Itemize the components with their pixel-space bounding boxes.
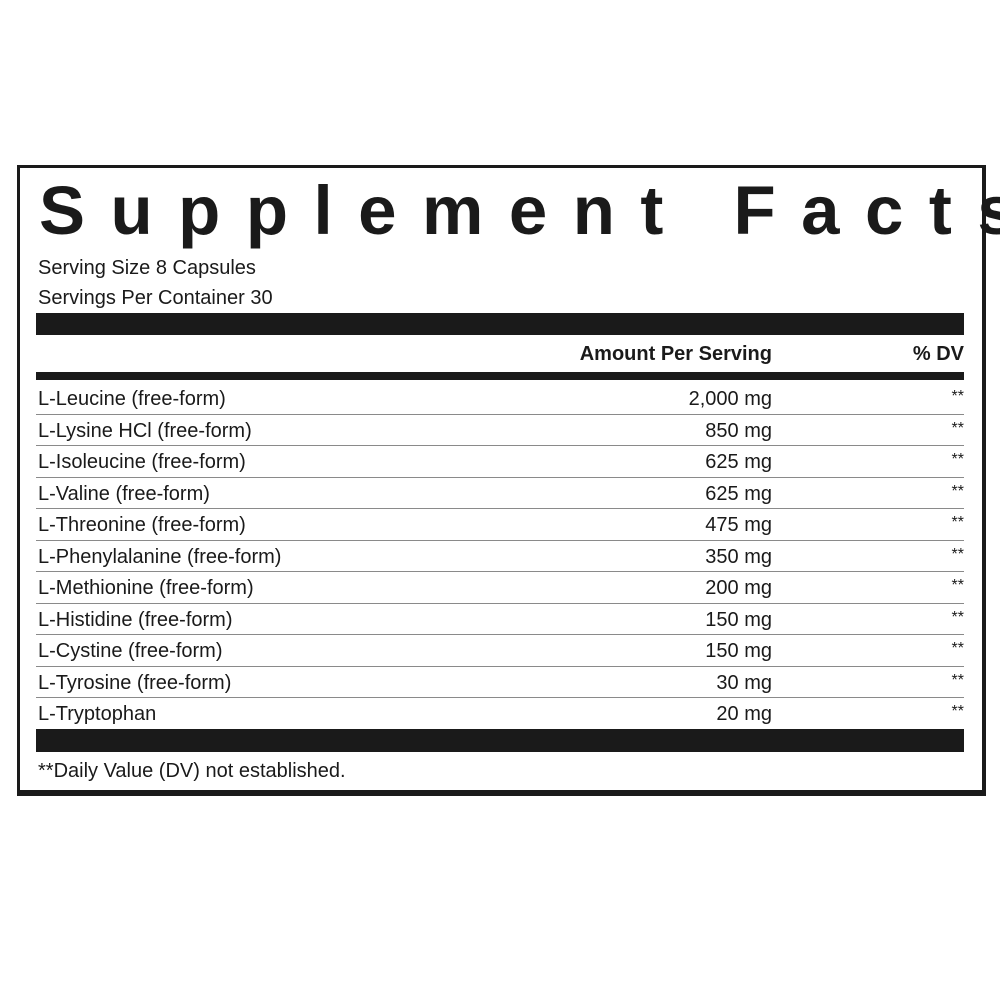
table-row: L-Isoleucine (free-form) 625 mg **: [36, 446, 964, 478]
nutrient-amount: 150 mg: [705, 640, 772, 662]
nutrient-amount: 20 mg: [716, 703, 772, 725]
nutrient-dv: **: [951, 419, 964, 437]
medium-divider: [36, 372, 964, 380]
nutrient-amount: 200 mg: [705, 577, 772, 599]
nutrient-dv: **: [951, 577, 964, 594]
nutrient-name: L-Cystine (free-form): [38, 640, 223, 662]
nutrient-dv: **: [951, 703, 964, 720]
supplement-facts-panel: Supplement Facts Serving Size 8 Capsules…: [17, 165, 1000, 796]
servings-per-container: Servings Per Container 30: [38, 287, 273, 309]
column-header: Amount Per Serving % DV: [36, 343, 964, 369]
nutrient-amount: 350 mg: [705, 545, 772, 568]
nutrient-name: L-Phenylalanine (free-form): [38, 545, 282, 568]
nutrient-dv: **: [951, 451, 964, 468]
nutrient-amount: 850 mg: [705, 419, 772, 442]
nutrient-name: L-Lysine HCl (free-form): [38, 419, 252, 442]
nutrient-name: L-Valine (free-form): [38, 482, 210, 505]
nutrient-dv: **: [951, 640, 964, 657]
nutrient-name: L-Tryptophan: [38, 703, 157, 725]
thick-divider: [36, 313, 964, 335]
nutrient-dv: **: [951, 514, 964, 531]
table-row: L-Valine (free-form) 625 mg **: [36, 478, 964, 509]
nutrient-table: L-Leucine (free-form) 2,000 mg ** L-Lysine …: [36, 383, 964, 730]
table-row: L-Tryptophan 20 mg **: [36, 698, 964, 730]
table-row: L-Leucine (free-form) 2,000 mg **: [36, 383, 964, 415]
nutrient-amount: 150 mg: [705, 608, 772, 631]
table-row: L-Histidine (free-form) 150 mg **: [36, 604, 964, 635]
table-row: L-Threonine (free-form) 475 mg **: [36, 509, 964, 541]
nutrient-dv: **: [951, 545, 964, 563]
nutrient-name: L-Isoleucine (free-form): [38, 451, 246, 473]
nutrient-name: L-Methionine (free-form): [38, 577, 254, 599]
nutrient-name: L-Histidine (free-form): [38, 608, 233, 631]
nutrient-dv: **: [951, 608, 964, 626]
serving-size: Serving Size 8 Capsules: [38, 257, 256, 279]
table-row: L-Methionine (free-form) 200 mg **: [36, 572, 964, 604]
table-row: L-Cystine (free-form) 150 mg **: [36, 635, 964, 667]
title: Supplement Facts: [39, 172, 1000, 249]
nutrient-dv: **: [951, 388, 964, 405]
dv-header: % DV: [912, 343, 964, 365]
nutrient-name: L-Threonine (free-form): [38, 514, 246, 536]
nutrient-amount: 2,000 mg: [688, 388, 772, 410]
amount-header: Amount Per Serving: [579, 343, 772, 365]
nutrient-amount: 475 mg: [705, 514, 772, 536]
nutrient-name: L-Leucine (free-form): [38, 388, 226, 410]
table-row: L-Phenylalanine (free-form) 350 mg **: [36, 541, 964, 572]
thick-divider-bottom: [36, 729, 964, 752]
nutrient-dv: **: [951, 482, 964, 500]
nutrient-dv: **: [951, 671, 964, 689]
table-row: L-Tyrosine (free-form) 30 mg **: [36, 667, 964, 698]
nutrient-amount: 625 mg: [705, 451, 772, 473]
nutrient-name: L-Tyrosine (free-form): [38, 671, 232, 694]
nutrient-amount: 625 mg: [705, 482, 772, 505]
footnote: **Daily Value (DV) not established.: [38, 760, 346, 782]
nutrient-amount: 30 mg: [716, 671, 772, 694]
table-row: L-Lysine HCl (free-form) 850 mg **: [36, 415, 964, 446]
